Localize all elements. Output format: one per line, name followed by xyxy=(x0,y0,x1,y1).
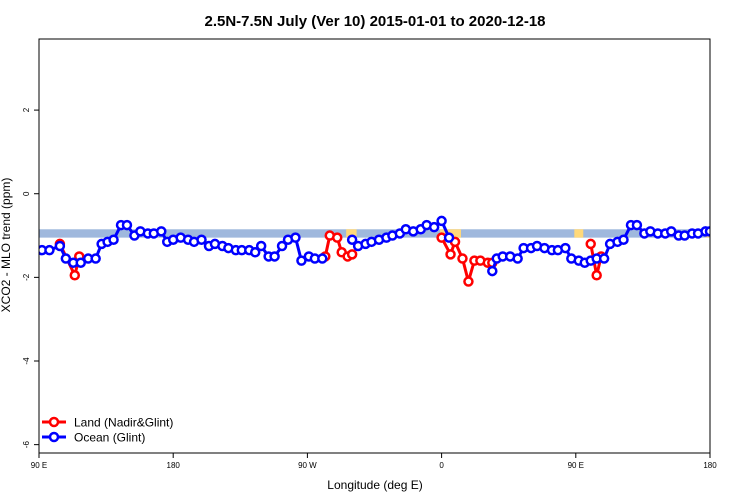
data-point-ocean xyxy=(487,265,498,277)
data-point-land xyxy=(346,249,358,260)
y-tick-label-2: -2 xyxy=(22,273,31,281)
plot-frame xyxy=(38,38,711,454)
data-point-land xyxy=(445,249,456,260)
x-tick-label-0: 90 E xyxy=(31,461,47,470)
data-point-ocean xyxy=(44,244,55,256)
legend-item-land: Land (Nadir&Glint) xyxy=(42,416,173,430)
data-point-land xyxy=(331,232,343,243)
data-point-ocean xyxy=(290,232,301,243)
data-point-ocean xyxy=(60,253,72,264)
x-axis-label: Longitude (deg E) xyxy=(327,478,422,492)
data-point-ocean xyxy=(54,240,66,252)
data-point-ocean xyxy=(255,240,267,252)
data-point-ocean xyxy=(618,234,629,245)
data-point-ocean xyxy=(443,232,455,243)
data-point-ocean xyxy=(276,240,288,252)
series-ocean xyxy=(39,215,710,277)
legend-label-ocean: Ocean (Glint) xyxy=(74,431,145,445)
data-point-ocean xyxy=(108,234,119,245)
series-layer xyxy=(39,215,710,287)
y-tick-label-3: -4 xyxy=(22,357,31,365)
data-point-ocean xyxy=(665,226,677,237)
data-point-ocean xyxy=(560,242,571,254)
data-point-ocean xyxy=(317,253,328,264)
legend-item-ocean: Ocean (Glint) xyxy=(42,431,145,445)
legend-marker-land xyxy=(48,416,60,428)
x-tick-label-2: 90 W xyxy=(298,461,317,470)
chart-title: 2.5N-7.5N July (Ver 10) 2015-01-01 to 20… xyxy=(204,13,545,30)
data-point-ocean xyxy=(249,247,261,258)
x-tick-label-5: 180 xyxy=(703,461,717,470)
data-point-land xyxy=(463,276,474,287)
axes-layer: 90 E 180 90 W 0 90 E 180 2 0 -2 -4 -6 xyxy=(22,107,717,470)
data-point-ocean xyxy=(346,234,358,245)
data-point-ocean xyxy=(196,234,207,245)
data-point-ocean xyxy=(90,253,101,264)
ocean-band xyxy=(39,229,710,238)
legend-marker-ocean xyxy=(48,431,60,443)
data-point-ocean xyxy=(436,215,447,227)
land-band-2 xyxy=(574,229,584,238)
data-point-ocean xyxy=(631,219,643,231)
data-point-ocean xyxy=(296,255,307,266)
data-point-land xyxy=(457,253,468,264)
y-tick-label-0: 2 xyxy=(22,107,31,112)
legend-label-land: Land (Nadir&Glint) xyxy=(74,416,173,430)
data-point-ocean xyxy=(704,226,710,237)
data-point-ocean xyxy=(121,219,133,231)
data-point-ocean xyxy=(75,257,87,268)
y-tick-label-1: 0 xyxy=(22,191,31,196)
data-point-ocean xyxy=(598,253,610,264)
y-axis-label: XCO2 - MLO trend (ppm) xyxy=(0,178,13,313)
data-point-land xyxy=(585,238,596,250)
data-point-ocean xyxy=(512,253,523,264)
data-point-land xyxy=(69,270,81,281)
x-tick-label-1: 180 xyxy=(167,461,181,470)
data-point-land xyxy=(591,270,602,281)
legend: Land (Nadir&Glint) Ocean (Glint) xyxy=(42,416,173,445)
data-point-ocean xyxy=(269,251,280,262)
land-band-0 xyxy=(346,229,357,238)
x-tick-label-3: 0 xyxy=(439,461,444,470)
x-tick-label-4: 90 E xyxy=(568,461,584,470)
y-tick-label-4: -6 xyxy=(22,441,31,449)
data-point-ocean xyxy=(156,226,167,237)
data-point-ocean xyxy=(428,221,440,233)
